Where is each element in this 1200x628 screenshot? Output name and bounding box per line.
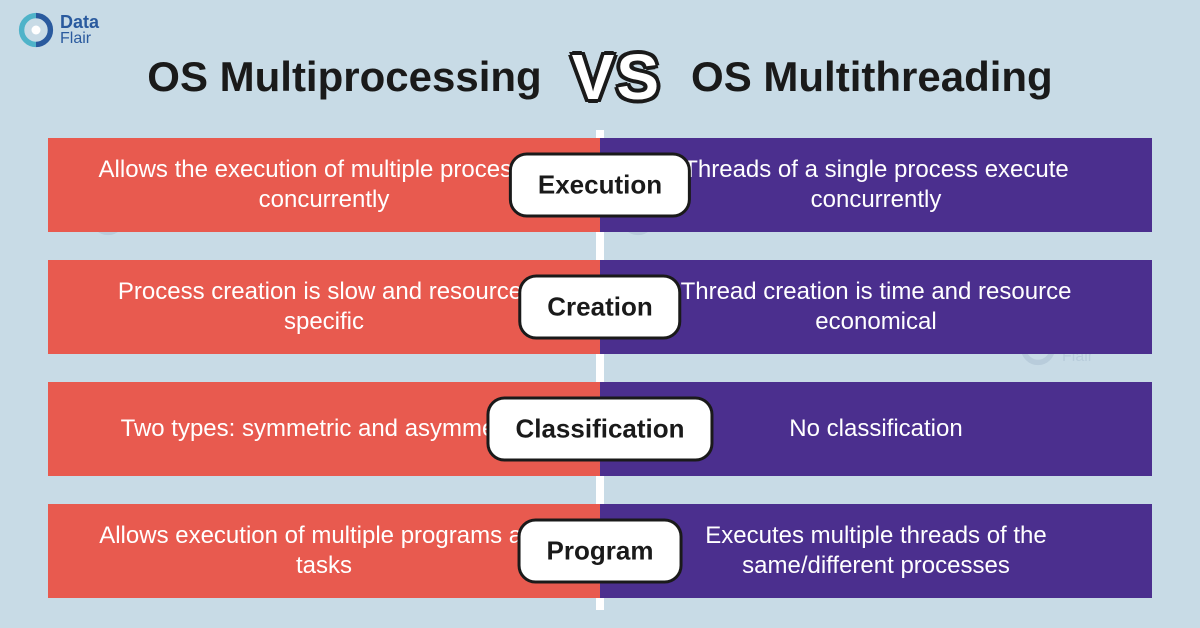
category-badge: Classification [486, 397, 713, 462]
category-badge: Creation [518, 275, 681, 340]
right-cell: Thread creation is time and resource eco… [600, 260, 1152, 354]
comparison-row: Two types: symmetric and asymmetricNo cl… [48, 382, 1152, 476]
header-left-title: OS Multiprocessing [147, 53, 541, 101]
category-badge: Program [518, 519, 683, 584]
right-cell: Executes multiple threads of the same/di… [600, 504, 1152, 598]
category-badge: Execution [509, 153, 691, 218]
comparison-row: Process creation is slow and resource-sp… [48, 260, 1152, 354]
comparison-row: Allows the execution of multiple process… [48, 138, 1152, 232]
left-cell: Process creation is slow and resource-sp… [48, 260, 600, 354]
comparison-header: OS Multiprocessing VS OS Multithreading [0, 40, 1200, 114]
vs-label: VS [572, 40, 661, 114]
logo-line1: Data [60, 13, 99, 31]
comparison-row: Allows execution of multiple programs an… [48, 504, 1152, 598]
header-right-title: OS Multithreading [691, 53, 1053, 101]
comparison-rows: Allows the execution of multiple process… [48, 138, 1152, 626]
